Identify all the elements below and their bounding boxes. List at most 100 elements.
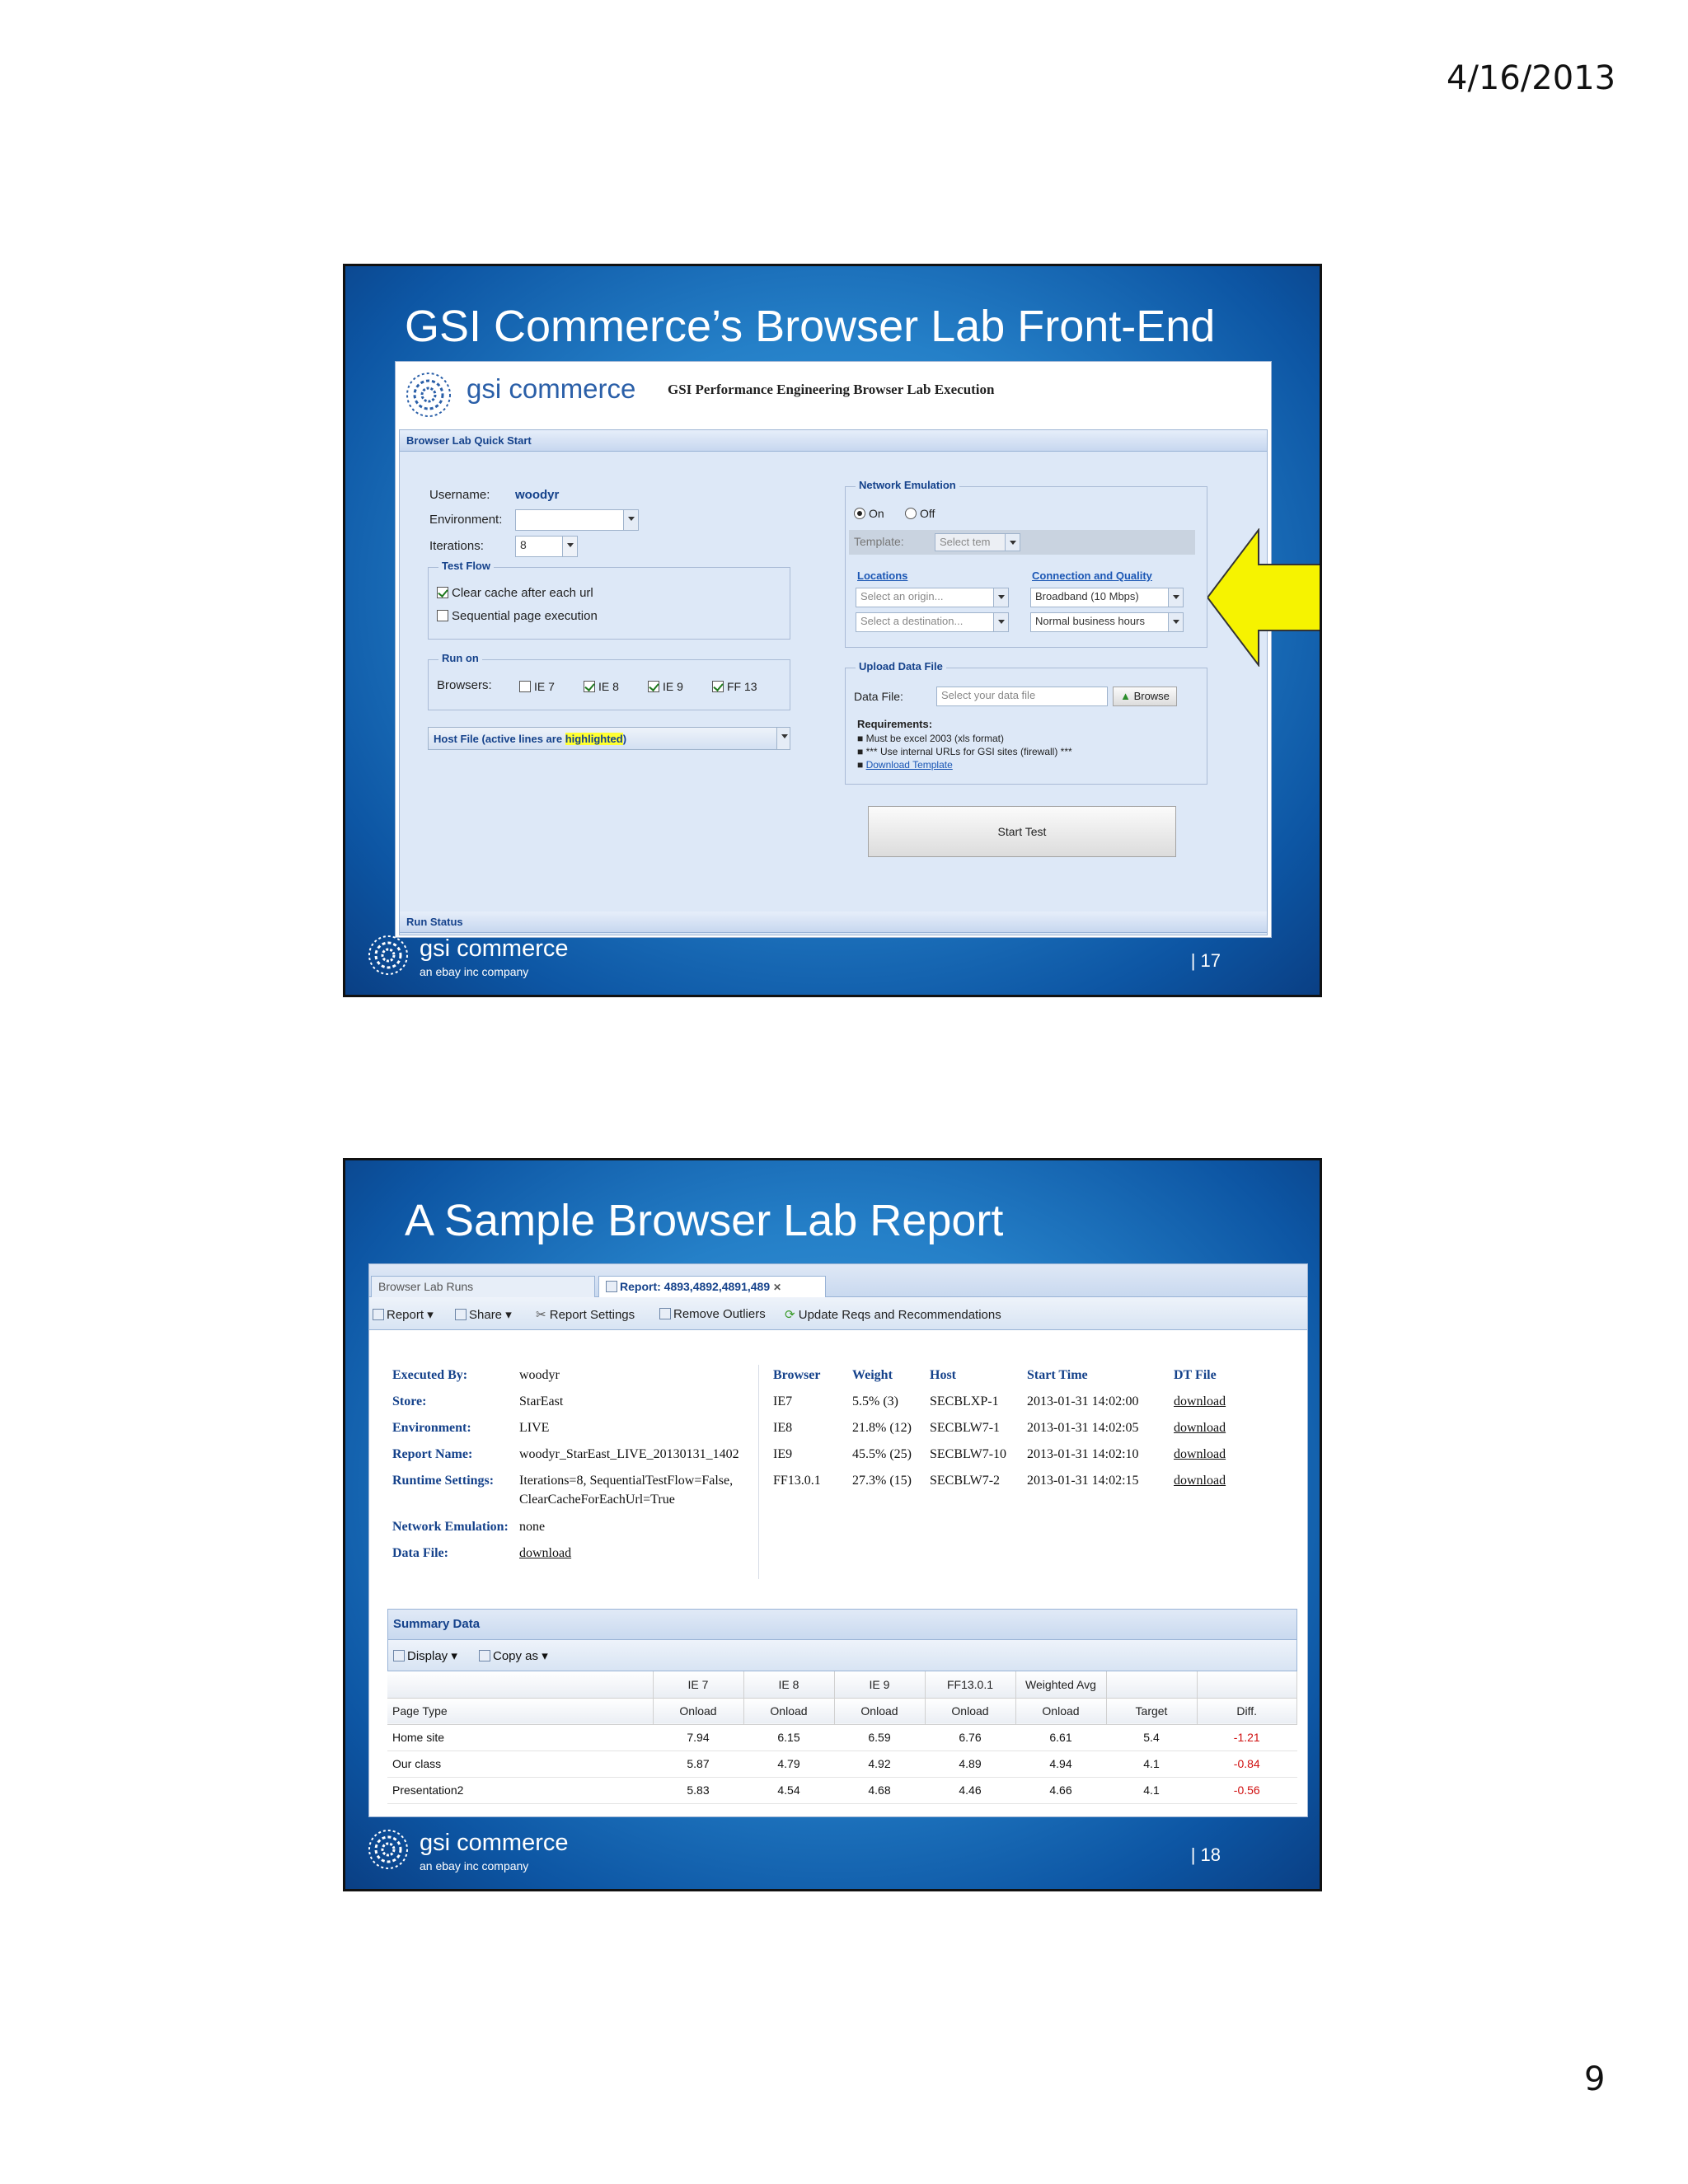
test-flow-legend: Test Flow — [438, 560, 494, 572]
checkbox-checked-icon[interactable] — [648, 681, 659, 692]
sequential-checkbox[interactable]: Sequential page execution — [437, 609, 598, 623]
document-icon — [606, 1281, 617, 1292]
run-status-header[interactable]: Run Status — [400, 912, 1267, 933]
summary-table: IE 7 IE 8 IE 9 FF13.0.1 Weighted Avg Pag… — [387, 1671, 1297, 1804]
locations-header[interactable]: Locations — [857, 569, 908, 582]
table-row[interactable]: Presentation2 5.83 4.54 4.68 4.46 4.66 4… — [387, 1777, 1297, 1804]
gsi-globe-icon — [368, 1830, 408, 1869]
origin-select[interactable]: Select an origin... — [856, 588, 1009, 607]
data-file-input[interactable]: Select your data file — [936, 687, 1108, 706]
column-header[interactable]: Page Type — [387, 1698, 654, 1725]
checkbox-checked-icon[interactable] — [712, 681, 724, 692]
chevron-down-icon[interactable] — [1005, 534, 1020, 551]
table-row[interactable]: Home site 7.94 6.15 6.59 6.76 6.61 5.4 -… — [387, 1724, 1297, 1751]
slide-18: A Sample Browser Lab Report Browser Lab … — [343, 1158, 1322, 1891]
chevron-down-icon[interactable] — [993, 613, 1008, 631]
report-settings-button[interactable]: ✂ Report Settings — [536, 1308, 635, 1322]
runs-cell: FF13.0.1 — [773, 1474, 821, 1488]
template-select[interactable]: Select tem — [935, 533, 1020, 551]
iterations-stepper[interactable]: 8 — [515, 536, 578, 557]
start-test-button[interactable]: Start Test — [868, 806, 1176, 857]
meta-value: LIVE — [519, 1421, 550, 1435]
runs-header-start-time: Start Time — [1027, 1368, 1088, 1382]
meta-key: Report Name: — [392, 1447, 473, 1461]
test-flow-fieldset: Test Flow Clear cache after each url Seq… — [428, 560, 790, 640]
runs-cell: IE7 — [773, 1394, 793, 1408]
display-menu-button[interactable]: Display ▾ — [393, 1648, 457, 1663]
data-file-download-link[interactable]: download — [519, 1546, 572, 1560]
network-off-radio[interactable]: Off — [905, 507, 935, 520]
column-header[interactable]: Onload — [743, 1698, 835, 1725]
meta-key: Environment: — [392, 1421, 471, 1435]
checkbox-checked-icon[interactable] — [584, 681, 595, 692]
share-menu-button[interactable]: Share ▾ — [455, 1307, 512, 1322]
dt-file-download-link[interactable]: download — [1174, 1474, 1226, 1488]
meta-key: Store: — [392, 1394, 427, 1408]
upload-data-fieldset: Upload Data File Data File: Select your … — [845, 660, 1207, 785]
host-file-panel[interactable]: Host File (active lines are highlighted) — [428, 727, 790, 750]
checkbox-icon[interactable] — [437, 610, 448, 621]
report-tabs: Browser Lab Runs Report: 4893,4892,4891,… — [369, 1264, 1307, 1297]
slide-title: GSI Commerce’s Browser Lab Front-End — [405, 302, 1216, 351]
radio-selected-icon[interactable] — [854, 508, 865, 519]
checkbox-checked-icon[interactable] — [437, 587, 448, 598]
radio-icon[interactable] — [905, 508, 917, 519]
username-value: woodyr — [515, 488, 560, 502]
network-on-radio[interactable]: On — [854, 507, 884, 520]
table-row[interactable]: Our class 5.87 4.79 4.92 4.89 4.94 4.1 -… — [387, 1750, 1297, 1778]
remove-outliers-button[interactable]: Remove Outliers — [659, 1307, 766, 1321]
browser-ie8-checkbox[interactable]: IE 8 — [584, 680, 619, 693]
column-header[interactable]: Diff. — [1197, 1698, 1297, 1725]
chevron-down-icon[interactable] — [993, 588, 1008, 607]
column-header[interactable]: Onload — [653, 1698, 744, 1725]
chevron-down-icon[interactable] — [1168, 588, 1183, 607]
dt-file-download-link[interactable]: download — [1174, 1421, 1226, 1435]
checkbox-icon[interactable] — [519, 681, 531, 692]
network-emulation-fieldset: Network Emulation On Off Template: Selec… — [845, 479, 1207, 648]
table-cell: 4.46 — [925, 1777, 1015, 1804]
meta-value: woodyr — [519, 1368, 560, 1382]
report-icon — [373, 1309, 384, 1320]
browser-ie9-checkbox[interactable]: IE 9 — [648, 680, 683, 693]
summary-group-header: IE 8 — [743, 1671, 835, 1699]
tab-browser-lab-runs[interactable]: Browser Lab Runs — [371, 1276, 595, 1297]
clear-cache-checkbox[interactable]: Clear cache after each url — [437, 586, 593, 600]
download-template-link[interactable]: Download Template — [865, 759, 953, 771]
chevron-down-icon[interactable] — [1168, 613, 1183, 631]
browser-lab-report-screenshot: Browser Lab Runs Report: 4893,4892,4891,… — [368, 1263, 1308, 1817]
template-row: Template: Select tem — [849, 530, 1195, 555]
browse-button[interactable]: ▲ Browse — [1113, 687, 1177, 706]
browser-ff13-checkbox[interactable]: FF 13 — [712, 680, 757, 693]
meta-key: Network Emulation: — [392, 1520, 509, 1534]
chevron-down-icon[interactable] — [623, 510, 638, 530]
quick-start-header[interactable]: Browser Lab Quick Start — [400, 430, 1267, 452]
gsi-globe-icon — [406, 373, 451, 417]
column-header[interactable]: Target — [1106, 1698, 1198, 1725]
environment-select[interactable] — [515, 509, 639, 531]
spinner-icon[interactable] — [562, 537, 577, 556]
update-reqs-button[interactable]: ⟳ Update Reqs and Recommendations — [785, 1308, 1001, 1322]
column-header[interactable]: Onload — [925, 1698, 1016, 1725]
destination-select[interactable]: Select a destination... — [856, 612, 1009, 632]
browser-ie7-checkbox[interactable]: IE 7 — [519, 680, 555, 693]
tab-report[interactable]: Report: 4893,4892,4891,489 ✕ — [598, 1276, 826, 1297]
report-menu-button[interactable]: Report ▾ — [373, 1307, 434, 1322]
hours-select[interactable]: Normal business hours — [1030, 612, 1184, 632]
bandwidth-select[interactable]: Broadband (10 Mbps) — [1030, 588, 1184, 607]
table-cell: Presentation2 — [387, 1777, 653, 1804]
meta-key: Data File: — [392, 1546, 448, 1560]
runs-cell: 2013-01-31 14:02:10 — [1027, 1447, 1139, 1461]
dt-file-download-link[interactable]: download — [1174, 1394, 1226, 1408]
runs-header-dt-file: DT File — [1174, 1368, 1217, 1382]
copy-as-menu-button[interactable]: Copy as ▾ — [479, 1648, 548, 1663]
close-icon[interactable]: ✕ — [773, 1282, 782, 1293]
chevron-down-icon[interactable] — [776, 728, 790, 749]
runs-cell: SECBLW7-1 — [930, 1421, 1001, 1435]
column-header[interactable]: Onload — [1015, 1698, 1107, 1725]
dt-file-download-link[interactable]: download — [1174, 1447, 1226, 1461]
summary-data-header[interactable]: Summary Data — [387, 1609, 1297, 1640]
connection-quality-header[interactable]: Connection and Quality — [1032, 569, 1152, 582]
column-header[interactable]: Onload — [834, 1698, 926, 1725]
runs-header-browser: Browser — [773, 1368, 821, 1382]
